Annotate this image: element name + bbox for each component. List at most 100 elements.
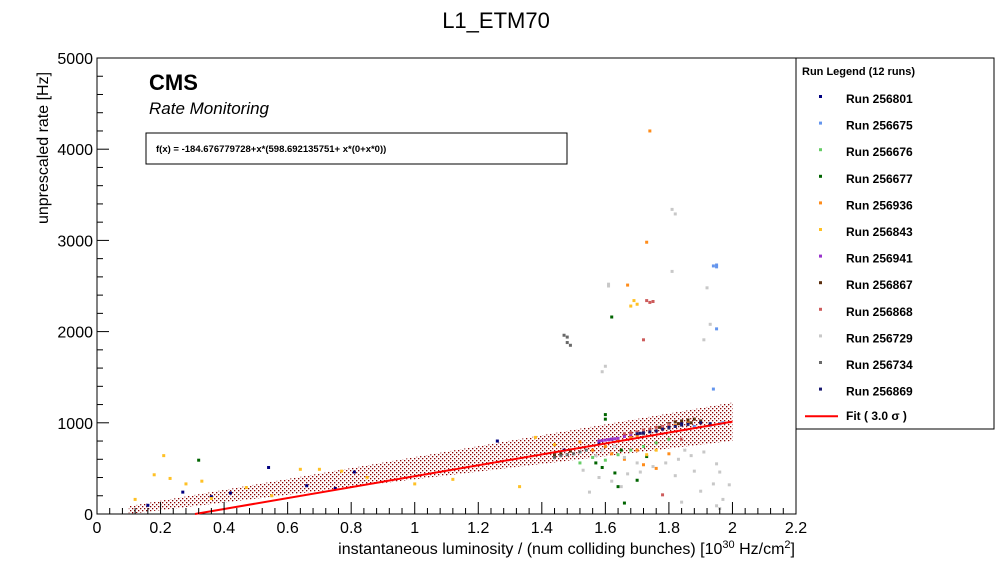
- data-point: [635, 461, 639, 465]
- data-point: [181, 490, 185, 494]
- data-point: [635, 430, 639, 434]
- data-point: [518, 485, 522, 489]
- data-point: [568, 449, 572, 453]
- data-point: [692, 417, 696, 421]
- data-point: [619, 448, 623, 452]
- data-point: [635, 434, 639, 438]
- data-point: [708, 322, 712, 326]
- points-layer: [133, 129, 731, 511]
- data-point: [594, 461, 598, 465]
- data-point: [645, 240, 649, 244]
- data-point: [651, 300, 655, 304]
- data-point: [559, 454, 563, 458]
- data-point: [200, 479, 204, 483]
- data-point: [622, 434, 626, 438]
- data-point: [641, 338, 645, 342]
- legend-fit-entry: Fit ( 3.0 σ ): [846, 409, 907, 423]
- data-point: [622, 432, 626, 436]
- data-point: [587, 490, 591, 494]
- chart-title: L1_ETM70: [442, 8, 550, 33]
- x-tick-label: 0: [93, 520, 102, 537]
- legend-marker: [819, 307, 822, 311]
- data-point: [711, 482, 715, 486]
- data-point: [209, 496, 213, 500]
- series-run-256843: [133, 299, 658, 501]
- data-point: [667, 425, 671, 429]
- data-point: [607, 438, 611, 442]
- data-point: [683, 448, 687, 452]
- rate-monitoring-label: Rate Monitoring: [149, 99, 270, 118]
- x-tick-label: 1.4: [531, 520, 553, 537]
- data-point: [613, 471, 617, 475]
- data-point: [654, 429, 658, 433]
- data-point: [638, 431, 642, 435]
- data-point: [629, 448, 633, 452]
- series-run-256868: [622, 299, 684, 497]
- data-point: [603, 364, 607, 368]
- data-point: [727, 483, 731, 487]
- data-point: [553, 455, 557, 459]
- x-axis-label-main: instantaneous luminosity / (num collidin…: [338, 541, 722, 558]
- data-point: [686, 422, 690, 426]
- legend-entry: Run 256676: [846, 145, 913, 159]
- legend-marker: [819, 281, 822, 285]
- data-point: [565, 453, 569, 457]
- data-point: [600, 370, 604, 374]
- legend-entry: Run 256936: [846, 198, 913, 212]
- data-point: [562, 333, 566, 337]
- x-axis-label-end: ]: [791, 541, 795, 558]
- data-point: [661, 427, 665, 431]
- data-point: [578, 440, 582, 444]
- data-point: [689, 454, 693, 458]
- data-point: [600, 439, 604, 443]
- data-point: [711, 387, 715, 391]
- legend-entry: Run 256801: [846, 92, 913, 106]
- data-point: [680, 419, 684, 423]
- x-tick-label: 2.2: [785, 520, 807, 537]
- data-point: [572, 452, 576, 456]
- legend-entry: Run 256677: [846, 172, 913, 186]
- data-point: [676, 457, 680, 461]
- data-point: [667, 437, 671, 441]
- legend-items: Run 256801 Run 256675 Run 256676 Run 256677…: [805, 92, 913, 423]
- data-point: [721, 497, 725, 501]
- data-point: [661, 493, 665, 497]
- y-axis-label: unprescaled rate [Hz]: [35, 72, 52, 224]
- data-point: [680, 423, 684, 427]
- legend-marker: [819, 334, 822, 338]
- formula-box: [145, 132, 568, 165]
- series-run-256869: [635, 421, 712, 436]
- x-axis-label: instantaneous luminosity / (num collidin…: [338, 539, 795, 558]
- data-point: [692, 469, 696, 473]
- data-point: [168, 476, 172, 480]
- series-run-256729: [581, 207, 731, 511]
- data-point: [629, 304, 633, 308]
- legend-marker: [819, 361, 822, 364]
- data-point: [568, 343, 572, 347]
- data-point: [553, 443, 557, 447]
- data-point: [413, 482, 417, 486]
- legend-marker: [819, 387, 822, 391]
- legend-box: [795, 57, 995, 430]
- data-point: [699, 421, 703, 425]
- data-point: [715, 327, 719, 331]
- fit-band-layer: [128, 402, 733, 514]
- data-point: [626, 283, 630, 287]
- data-point: [495, 439, 499, 443]
- data-point: [708, 422, 712, 426]
- data-point: [673, 424, 677, 428]
- x-tick-label: 1.8: [658, 520, 680, 537]
- data-point: [352, 470, 356, 474]
- data-point: [667, 423, 671, 427]
- data-point: [451, 477, 455, 481]
- legend-marker: [819, 228, 822, 231]
- series-run-256676: [578, 437, 671, 465]
- data-point: [162, 454, 166, 458]
- data-point: [711, 264, 715, 268]
- data-point: [645, 299, 649, 303]
- data-point: [654, 441, 658, 445]
- data-point: [591, 455, 595, 459]
- data-point: [699, 419, 703, 423]
- y-axis: 0 1000 2000 3000 4000 5000: [57, 51, 109, 524]
- series-run-256675: [692, 263, 725, 428]
